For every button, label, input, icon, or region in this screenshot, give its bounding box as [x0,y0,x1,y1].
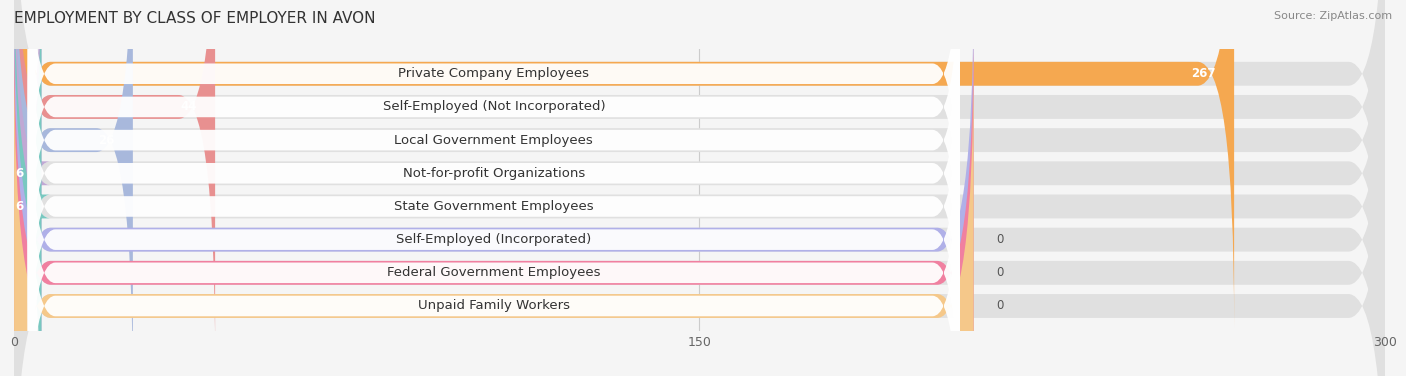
Text: Unpaid Family Workers: Unpaid Family Workers [418,300,569,312]
Text: 0: 0 [997,266,1004,279]
Text: Source: ZipAtlas.com: Source: ZipAtlas.com [1274,11,1392,21]
Text: 267: 267 [1191,67,1216,80]
FancyBboxPatch shape [28,51,960,376]
FancyBboxPatch shape [28,84,960,376]
FancyBboxPatch shape [28,0,960,329]
FancyBboxPatch shape [14,19,974,376]
FancyBboxPatch shape [14,0,1385,376]
FancyBboxPatch shape [14,0,215,361]
FancyBboxPatch shape [28,0,960,262]
FancyBboxPatch shape [14,19,1385,376]
FancyBboxPatch shape [28,18,960,376]
Text: 44: 44 [180,100,197,114]
FancyBboxPatch shape [4,0,51,376]
FancyBboxPatch shape [14,0,1234,327]
FancyBboxPatch shape [14,0,134,376]
Text: 6: 6 [15,167,22,180]
Text: Not-for-profit Organizations: Not-for-profit Organizations [402,167,585,180]
FancyBboxPatch shape [14,53,1385,376]
FancyBboxPatch shape [14,53,974,376]
FancyBboxPatch shape [14,0,1385,376]
FancyBboxPatch shape [14,0,1385,361]
FancyBboxPatch shape [28,0,960,296]
Text: Federal Government Employees: Federal Government Employees [387,266,600,279]
FancyBboxPatch shape [4,0,51,376]
FancyBboxPatch shape [14,0,1385,376]
FancyBboxPatch shape [14,0,974,376]
Text: Local Government Employees: Local Government Employees [395,133,593,147]
Text: Private Company Employees: Private Company Employees [398,67,589,80]
FancyBboxPatch shape [28,117,960,376]
Text: Self-Employed (Incorporated): Self-Employed (Incorporated) [396,233,592,246]
FancyBboxPatch shape [28,0,960,362]
Text: 0: 0 [997,233,1004,246]
Text: EMPLOYMENT BY CLASS OF EMPLOYER IN AVON: EMPLOYMENT BY CLASS OF EMPLOYER IN AVON [14,11,375,26]
FancyBboxPatch shape [14,0,1385,327]
Text: 6: 6 [15,200,22,213]
Text: Self-Employed (Not Incorporated): Self-Employed (Not Incorporated) [382,100,605,114]
Text: 26: 26 [98,133,115,147]
FancyBboxPatch shape [14,0,1385,376]
Text: State Government Employees: State Government Employees [394,200,593,213]
Text: 0: 0 [997,300,1004,312]
